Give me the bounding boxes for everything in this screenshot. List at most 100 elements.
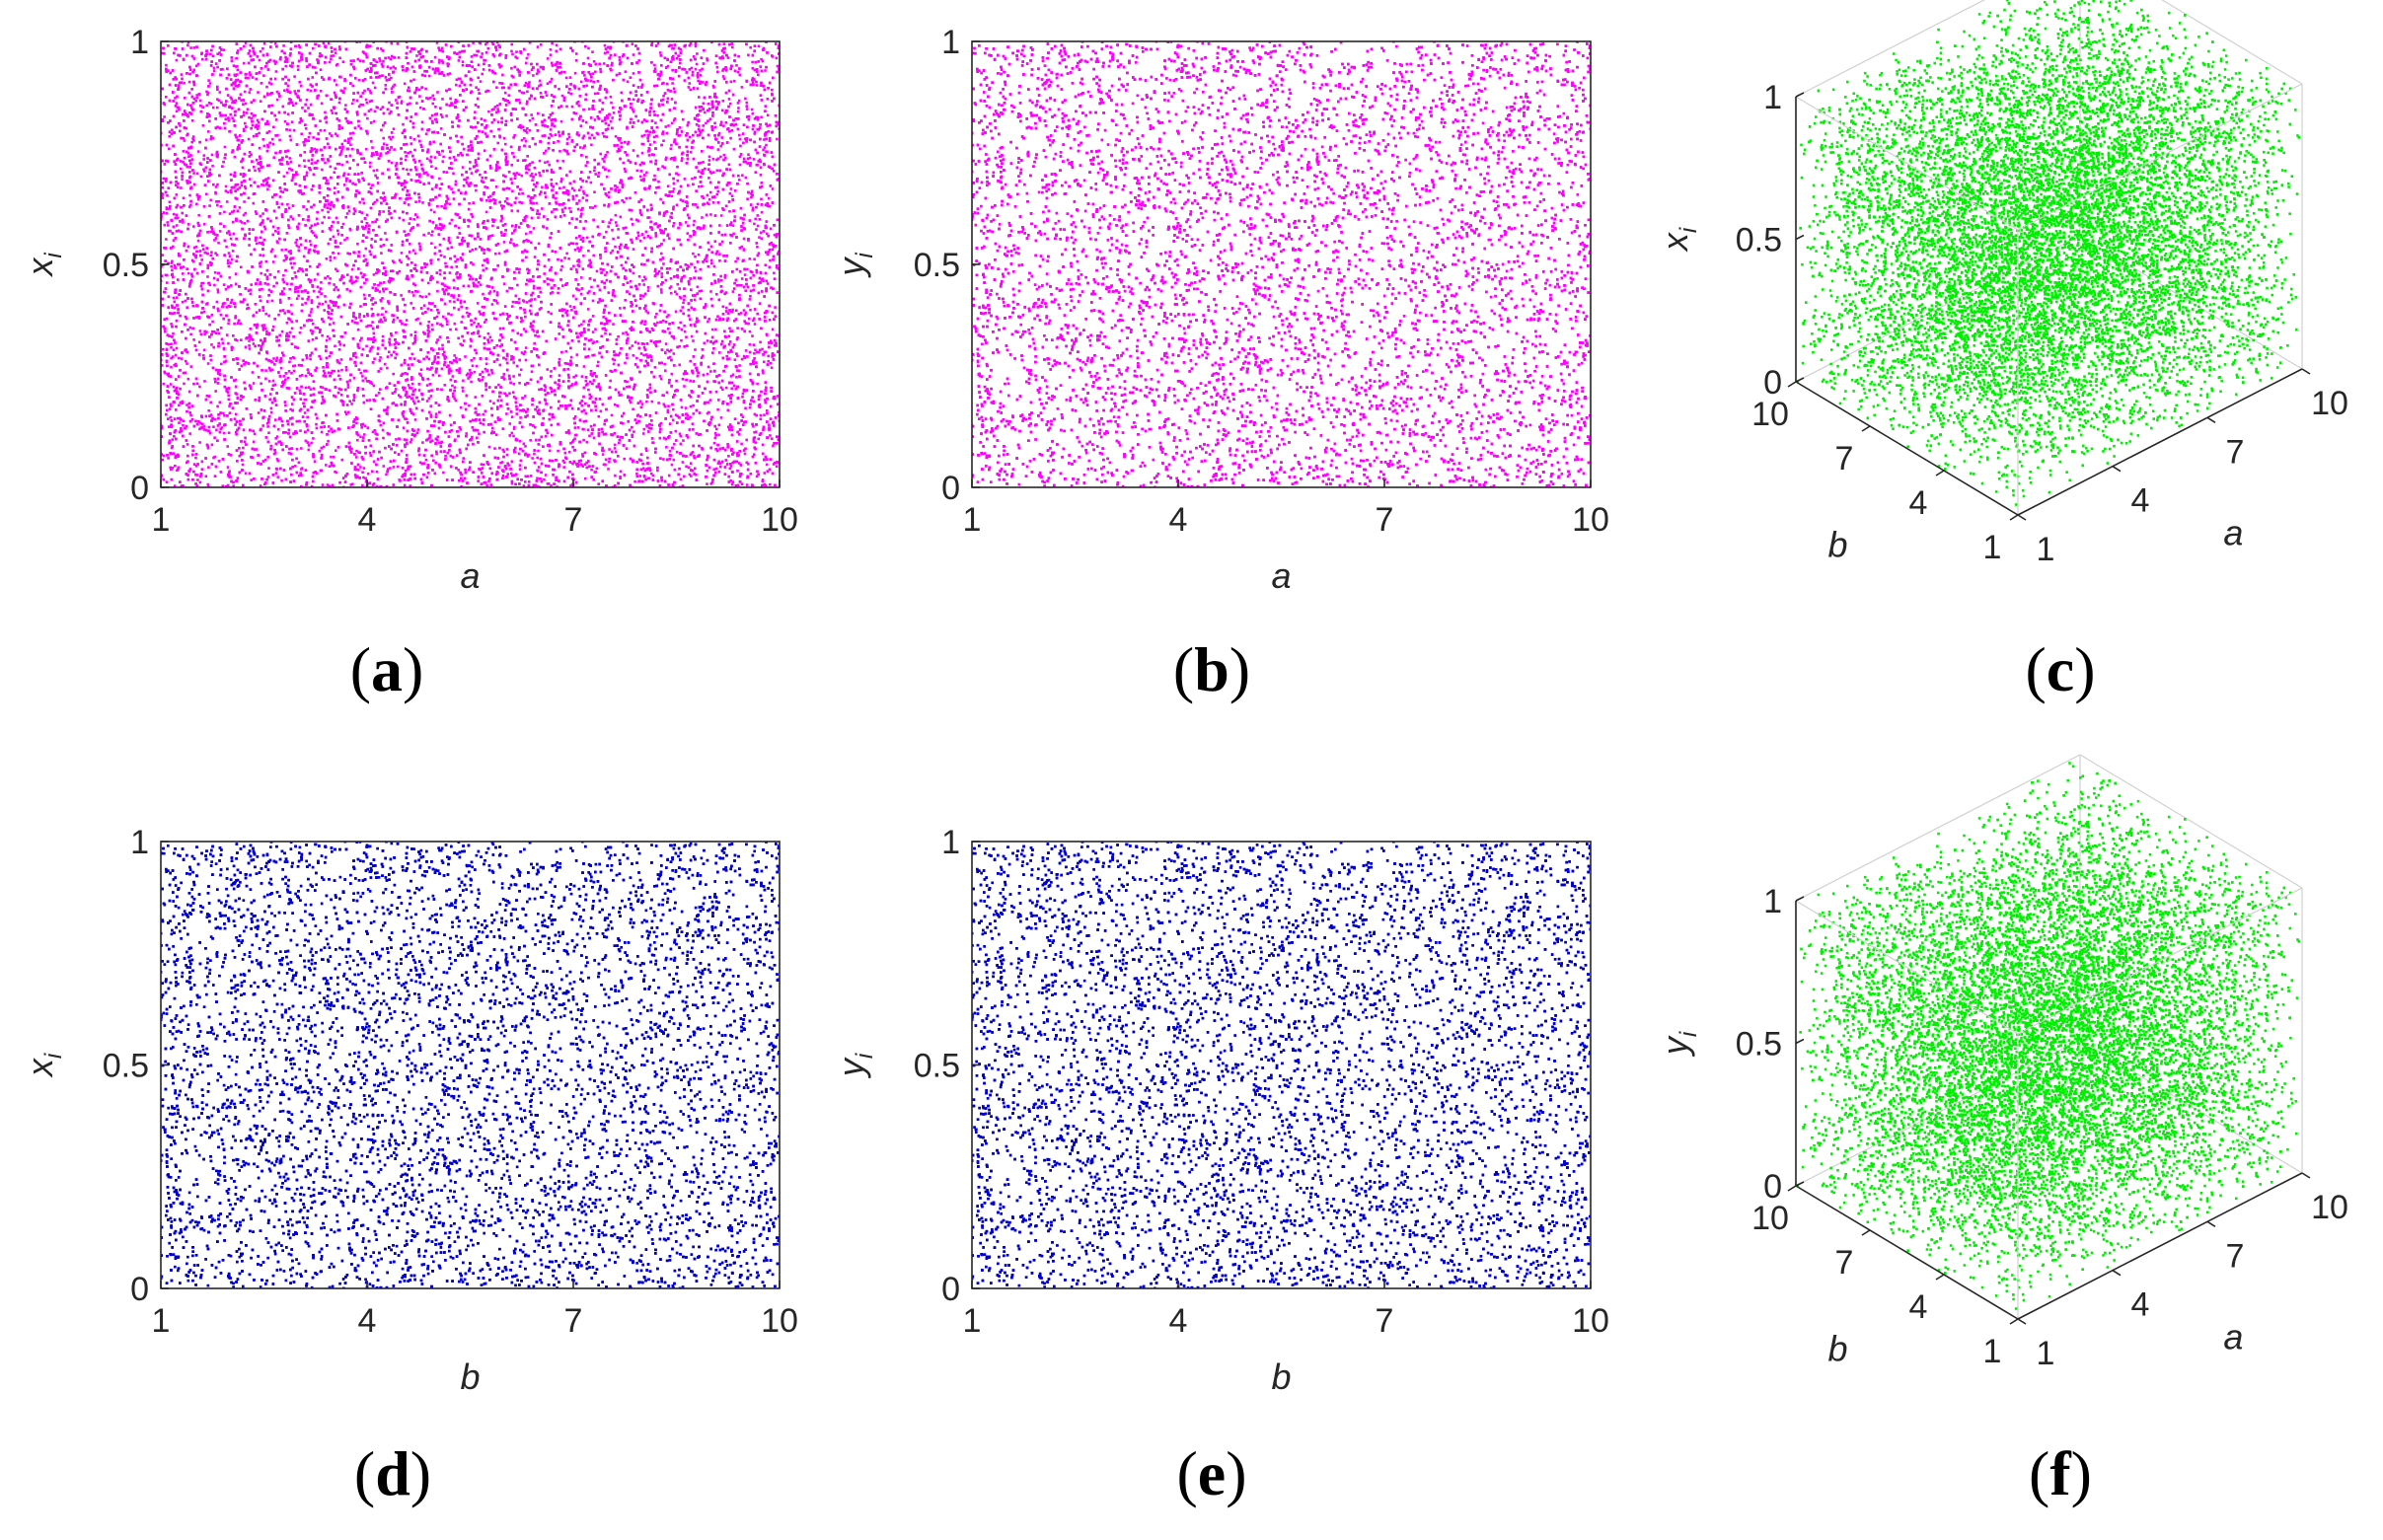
scatter-point [385, 84, 388, 87]
scatter-point [266, 217, 269, 220]
scatter-point [672, 205, 675, 208]
scatter-point [249, 91, 252, 94]
scatter-point [430, 242, 433, 245]
scatter-point [416, 290, 419, 293]
scatter-point [662, 262, 665, 265]
scatter-point [681, 157, 684, 160]
scatter-point [228, 130, 231, 133]
scatter-point [469, 161, 472, 164]
scatter-point [769, 483, 772, 486]
scatter-point [557, 292, 559, 295]
scatter-point [215, 429, 218, 432]
scatter-point [722, 100, 725, 103]
scatter-point [568, 451, 571, 454]
scatter-point [731, 483, 734, 486]
scatter-point [723, 77, 726, 80]
scatter-point [659, 431, 662, 434]
scatter-point [358, 368, 361, 371]
scatter-point [574, 72, 577, 75]
scatter-point [234, 113, 237, 116]
scatter-point [594, 93, 597, 96]
scatter-point [322, 154, 325, 157]
scatter-point [491, 234, 494, 237]
scatter-point [432, 374, 435, 377]
scatter-point [618, 442, 621, 445]
scatter-point [696, 52, 699, 55]
scatter-point [168, 207, 171, 210]
scatter-point [294, 465, 297, 468]
scatter-point [229, 276, 232, 279]
scatter-point [253, 166, 256, 169]
scatter-point [604, 52, 607, 55]
scatter-point [209, 255, 212, 257]
scatter-point [176, 224, 179, 227]
scatter-point [460, 300, 463, 303]
scatter-point [694, 299, 697, 302]
scatter-point [518, 99, 521, 102]
scatter-point [380, 300, 383, 303]
scatter-point [415, 102, 418, 105]
scatter-point [223, 414, 226, 417]
scatter-point [580, 276, 583, 279]
scatter-point [187, 272, 190, 275]
scatter-point [685, 406, 688, 409]
scatter-point [639, 240, 642, 243]
scatter-point [490, 339, 493, 342]
scatter-point [213, 436, 216, 439]
scatter-point [515, 412, 518, 415]
scatter-point [544, 399, 547, 402]
scatter-point [449, 222, 452, 225]
scatter-point [749, 330, 752, 333]
scatter-point [484, 185, 486, 188]
scatter-point [529, 119, 532, 122]
scatter-point [729, 137, 732, 140]
scatter-point [175, 408, 178, 411]
scatter-point [736, 461, 739, 464]
scatter-point [594, 329, 597, 331]
scatter-point [330, 456, 333, 459]
scatter-point [641, 403, 644, 405]
scatter-point [312, 323, 315, 326]
scatter-point [175, 206, 178, 209]
scatter-point [379, 59, 382, 62]
scatter-point [216, 86, 219, 89]
scatter-point [490, 472, 493, 475]
scatter-point [483, 464, 485, 467]
scatter-point [410, 441, 412, 444]
scatter-point [512, 435, 515, 438]
scatter-point [674, 117, 677, 120]
scatter-point [679, 62, 682, 65]
scatter-point [217, 288, 220, 291]
scatter-point [263, 145, 266, 148]
scatter-point [341, 143, 344, 146]
scatter-point [491, 225, 494, 228]
scatter-point [321, 334, 324, 337]
scatter-point [577, 340, 580, 343]
scatter-point [350, 63, 353, 66]
scatter-point [286, 332, 289, 335]
scatter-point [632, 344, 634, 347]
scatter-point [739, 145, 742, 148]
scatter-point [599, 153, 602, 156]
scatter-point [456, 265, 459, 268]
scatter-point [207, 130, 210, 133]
scatter-point [329, 61, 332, 64]
scatter-point [666, 392, 669, 395]
scatter-point [309, 265, 312, 268]
scatter-point [327, 440, 330, 443]
scatter-point [322, 321, 325, 324]
scatter-point [430, 309, 433, 312]
scatter-point [551, 424, 554, 427]
scatter-point [281, 249, 284, 252]
scatter-point [347, 173, 350, 176]
scatter-point [342, 60, 345, 63]
scatter-point [306, 99, 309, 102]
scatter-point [721, 340, 724, 343]
scatter-point [276, 99, 279, 102]
scatter-point [633, 354, 635, 357]
scatter-point [530, 95, 533, 98]
scatter-point [475, 396, 478, 399]
scatter-point [426, 158, 429, 161]
scatter-point [605, 122, 608, 125]
scatter-point [206, 266, 209, 269]
